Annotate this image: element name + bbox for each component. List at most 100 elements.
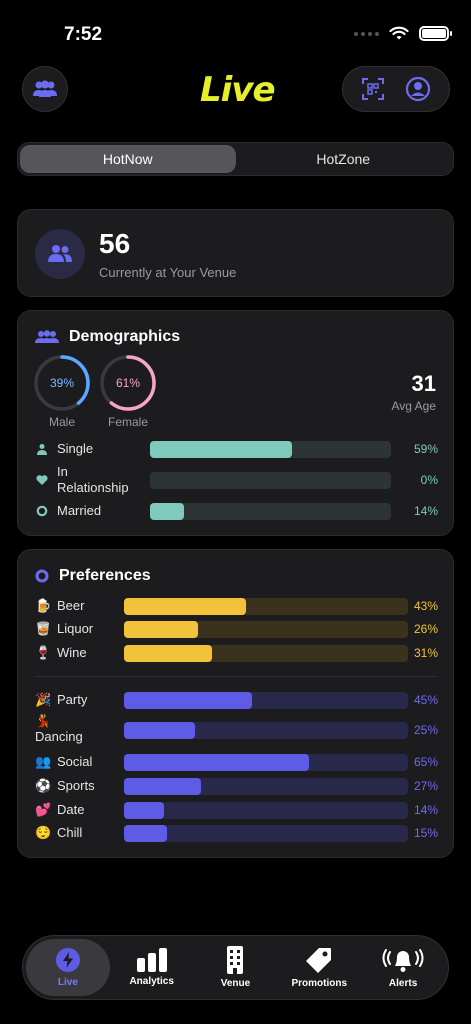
header: Live — [0, 66, 471, 116]
pref-label: Liquor — [57, 621, 94, 636]
person-icon — [35, 442, 49, 456]
pref-percent: 65% — [413, 755, 438, 769]
relationship-row-in-relationship: In Relationship 0% — [35, 463, 438, 497]
people-icon — [48, 245, 72, 262]
pref-label: Sports — [57, 778, 95, 793]
pref-label: Date — [57, 802, 85, 817]
group-icon — [35, 330, 59, 343]
pref-bar — [124, 597, 408, 615]
chill-icon: 😌 — [35, 825, 52, 840]
preferences-header: Preferences — [35, 567, 151, 585]
pref-row-wine: 🍷 Wine 31% — [35, 644, 438, 662]
male-ring: 39% — [33, 354, 91, 412]
pref-percent: 25% — [413, 723, 438, 737]
tag-icon — [306, 948, 332, 973]
relationship-percent: 14% — [413, 504, 438, 518]
qr-scan-icon[interactable] — [361, 77, 385, 101]
ring-icon — [35, 504, 49, 518]
pref-row-liquor: 🥃 Liquor 26% — [35, 620, 438, 638]
bar-chart-icon — [136, 948, 167, 972]
male-label: Male — [48, 415, 75, 429]
preferences-title: Preferences — [59, 567, 151, 584]
tab-label: Live — [57, 977, 78, 988]
group-button[interactable] — [22, 66, 68, 112]
tab-label: Analytics — [129, 976, 174, 987]
segmented-control: HotNow HotZone — [17, 142, 454, 176]
demographics-card: Demographics 39% Male 61% Female 31 Avg … — [17, 310, 454, 536]
pref-label: Party — [57, 692, 88, 707]
relationship-row-married: Married 14% — [35, 502, 438, 520]
venue-count-label: Currently at Your Venue — [99, 265, 237, 280]
female-label: Female — [107, 415, 148, 429]
pref-row-party: 🎉 Party 45% — [35, 691, 438, 709]
profile-icon[interactable] — [405, 76, 431, 102]
social-icon: 👥 — [35, 754, 52, 769]
tab-live[interactable]: Live — [26, 939, 110, 996]
tab-venue[interactable]: Venue — [194, 939, 278, 996]
relationship-row-single: Single 59% — [35, 440, 438, 458]
pref-row-beer: 🍺 Beer 43% — [35, 597, 438, 615]
avg-age: 31 Avg Age — [392, 371, 436, 413]
pref-label: Chill — [57, 825, 83, 840]
avg-age-value: 31 — [411, 371, 436, 396]
pref-label: Wine — [57, 645, 87, 660]
pref-bar — [124, 620, 408, 638]
relationship-bar — [150, 440, 391, 458]
preferences-icon — [35, 569, 49, 583]
venue-avatar — [35, 229, 85, 279]
demographics-header: Demographics — [35, 328, 180, 346]
pref-bar — [124, 777, 408, 795]
app-logo: Live — [200, 70, 276, 110]
pref-row-chill: 😌 Chill 15% — [35, 824, 438, 842]
pref-percent: 26% — [413, 622, 438, 636]
pref-bar — [124, 722, 408, 739]
header-actions — [342, 66, 450, 112]
pref-percent: 43% — [413, 599, 438, 613]
status-icons — [354, 26, 452, 41]
male-percent: 39% — [49, 376, 75, 390]
tab-label: Promotions — [291, 978, 348, 989]
status-time: 7:52 — [64, 24, 103, 45]
divider — [35, 676, 438, 677]
venue-count-card: 56 Currently at Your Venue — [17, 209, 454, 297]
tab-label: Venue — [220, 978, 251, 989]
sports-icon: ⚽ — [35, 778, 52, 793]
pref-row-date: 💕 Date 14% — [35, 801, 438, 819]
venue-count: 56 — [99, 228, 131, 259]
preferences-card: Preferences 🍺 Beer 43% 🥃 Liquor 26% 🍷 Wi… — [17, 549, 454, 858]
signal-icon — [354, 31, 379, 36]
demographics-title: Demographics — [69, 328, 181, 345]
bell-icon — [382, 949, 424, 972]
pref-bar — [124, 644, 408, 662]
pref-label: Dancing — [35, 729, 83, 744]
bottom-tab-bar: Live Analytics Venue Promotions — [22, 935, 449, 1000]
relationship-percent: 59% — [413, 442, 438, 456]
bolt-icon — [55, 948, 80, 972]
relationship-label: Married — [57, 503, 102, 518]
pref-row-social: 👥 Social 65% — [35, 753, 438, 771]
tab-hotnow[interactable]: HotNow — [20, 145, 236, 173]
relationship-label: Single — [57, 441, 94, 456]
pref-bar — [124, 801, 408, 819]
heart-icon — [35, 473, 49, 487]
pref-label-stack: 💃 Dancing — [35, 713, 105, 745]
beer-icon: 🍺 — [35, 598, 52, 613]
pref-row-sports: ⚽ Sports 27% — [35, 777, 438, 795]
female-percent: 61% — [115, 376, 141, 390]
group-icon — [33, 80, 57, 97]
status-bar: 7:52 — [0, 0, 471, 60]
wifi-icon — [389, 26, 409, 40]
building-icon — [227, 946, 244, 974]
tab-promotions[interactable]: Promotions — [277, 939, 361, 996]
tab-hotzone[interactable]: HotZone — [316, 151, 371, 167]
pref-label: Social — [57, 754, 93, 769]
pref-bar — [124, 691, 408, 709]
relationship-label: In Relationship — [57, 464, 129, 495]
tab-label: Alerts — [388, 978, 418, 989]
party-icon: 🎉 — [35, 692, 52, 707]
tab-alerts[interactable]: Alerts — [361, 939, 445, 996]
tab-analytics[interactable]: Analytics — [110, 939, 194, 996]
pref-bar — [124, 824, 408, 842]
female-ring: 61% — [99, 354, 157, 412]
avg-age-label: Avg Age — [391, 399, 436, 413]
